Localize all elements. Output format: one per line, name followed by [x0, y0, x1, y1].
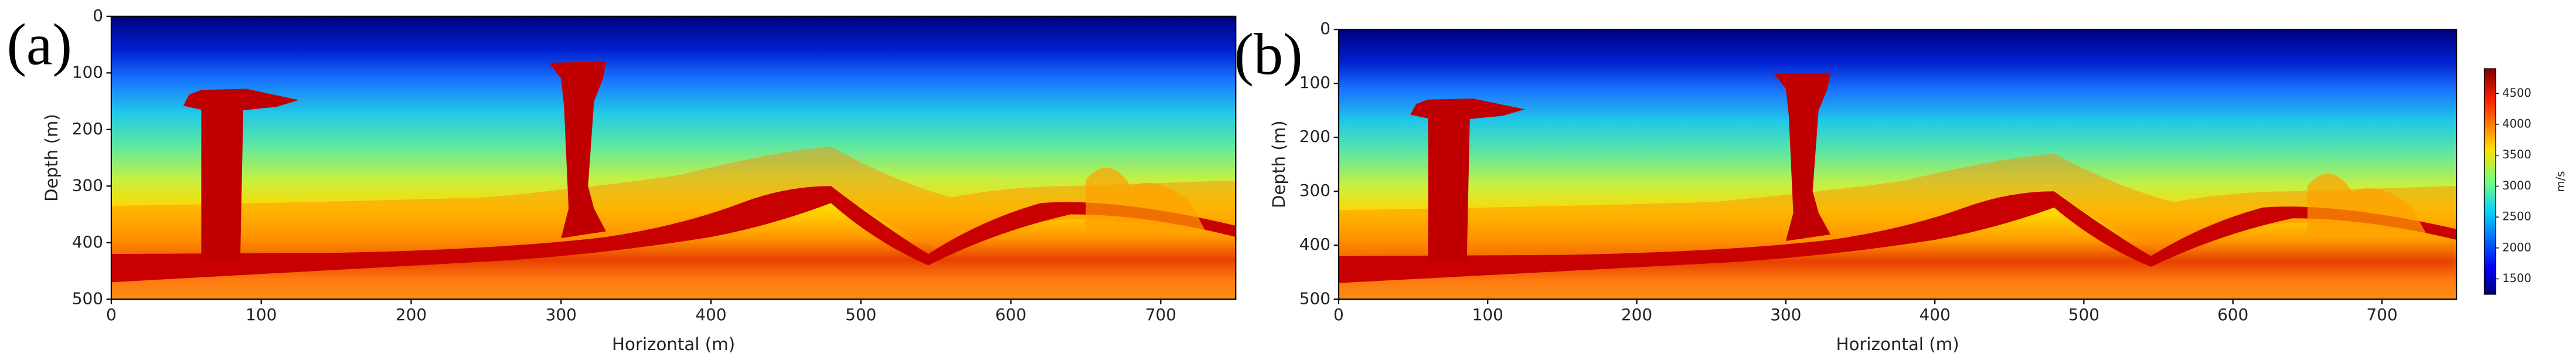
y-tick-label: 300: [72, 175, 103, 195]
y-axis-title: Depth (m): [42, 114, 62, 202]
y-tick-label: 200: [72, 119, 103, 138]
y-tick-label: 400: [1299, 235, 1330, 254]
x-tick-label: 100: [246, 305, 277, 324]
colorbar: [2483, 68, 2496, 295]
panel-label: (a): [6, 12, 72, 77]
colorbar-tick-label: 3000: [2502, 179, 2531, 192]
y-tick-label: 0: [1320, 19, 1330, 38]
x-tick-label: 500: [845, 305, 876, 324]
y-tick-label: 0: [93, 6, 103, 25]
colorbar-tick-label: 1500: [2502, 272, 2531, 285]
x-axis-title: Horizontal (m): [612, 334, 735, 354]
y-axis-title: Depth (m): [1269, 120, 1289, 208]
x-axis-title: Horizontal (m): [1836, 334, 1959, 354]
x-tick-label: 600: [2217, 305, 2248, 324]
colorbar-tick-label: 4000: [2502, 117, 2531, 130]
colorbar-tick-label: 4500: [2502, 86, 2531, 100]
x-tick-label: 0: [1333, 305, 1344, 324]
y-tick-label: 200: [1299, 127, 1330, 146]
colorbar-tick-label: 2000: [2502, 240, 2531, 254]
panel: 0 100 200 300 400 500 600 700 0 100 200 300 400 500 Ho…: [1234, 19, 2567, 354]
colorbar-label: m/s: [2554, 171, 2567, 192]
colorbar-tick-label: 3500: [2502, 148, 2531, 161]
velocity-field: [1338, 29, 2457, 300]
y-tick-label: 500: [72, 289, 103, 308]
y-tick-label: 100: [72, 62, 103, 82]
x-tick-label: 200: [396, 305, 427, 324]
colorbar-tick-label: 2500: [2502, 210, 2531, 223]
x-tick-label: 200: [1621, 305, 1652, 324]
x-tick-label: 300: [1770, 305, 1801, 324]
x-tick-label: 600: [995, 305, 1026, 324]
plot-frame: [1338, 29, 2458, 300]
x-tick-label: 400: [695, 305, 726, 324]
y-tick-label: 300: [1299, 181, 1330, 200]
y-tick-label: 500: [1299, 289, 1330, 308]
x-tick-label: 500: [2068, 305, 2099, 324]
x-tick-label: 300: [546, 305, 577, 324]
y-tick-label: 400: [72, 232, 103, 252]
x-tick-label: 0: [106, 305, 117, 324]
x-tick-label: 400: [1919, 305, 1950, 324]
x-tick-label: 700: [2366, 305, 2397, 324]
velocity-field: [111, 16, 1236, 300]
panel: 0 100 200 300 400 500 600 700 0 100 200 300 400 500 Ho…: [6, 6, 1237, 354]
plot-frame: [110, 15, 1237, 300]
velocity-image: [111, 16, 1236, 300]
velocity-image: [1338, 29, 2457, 300]
x-tick-label: 700: [1145, 305, 1176, 324]
chart-layer: 0 100 200 300 400 500 600 700 0 100 200 300 400 500 Ho…: [6, 6, 2567, 354]
x-tick-label: 100: [1472, 305, 1503, 324]
panel-label: (b): [1234, 22, 1302, 87]
y-tick-label: 100: [1299, 73, 1330, 92]
